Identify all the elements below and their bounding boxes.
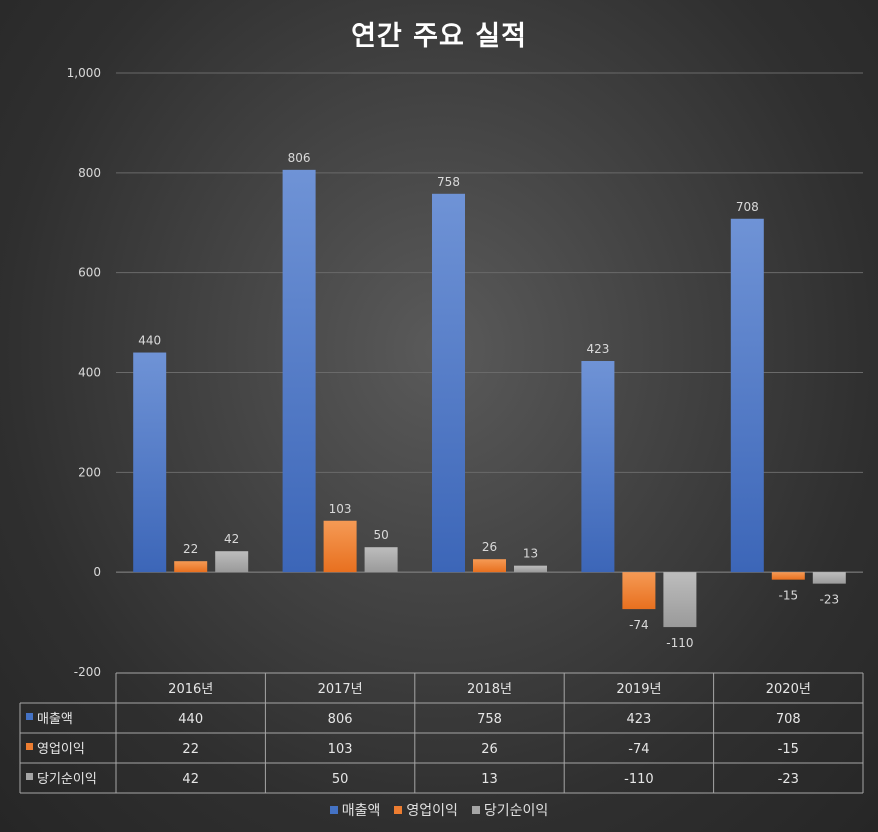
y-tick-label: 1,000: [67, 66, 101, 80]
data-label: -15: [778, 589, 798, 603]
data-label: 758: [437, 175, 460, 189]
table-series-name: 매출액: [37, 712, 73, 727]
y-tick-label: 800: [78, 166, 101, 180]
y-tick-label: 0: [93, 565, 101, 579]
chart-title: 연간 주요 실적: [351, 21, 527, 52]
bar-영업이익-2018년: [473, 559, 506, 573]
legend-swatch: [471, 806, 480, 814]
table-cell: 806: [328, 712, 353, 727]
y-tick-label: -200: [74, 665, 101, 679]
bar-당기순이익-2018년: [514, 565, 547, 573]
table-cell: 50: [332, 772, 349, 787]
bar-매출액-2018년: [432, 193, 465, 573]
bar-당기순이익-2016년: [215, 551, 249, 573]
bar-매출액-2017년: [282, 169, 316, 573]
bar-영업이익-2019년: [622, 572, 656, 610]
bar-영업이익-2020년: [771, 572, 805, 580]
data-label: -110: [666, 636, 693, 650]
table-series-name: 영업이익: [37, 742, 85, 757]
table-cell: 423: [626, 712, 651, 727]
data-label: 806: [288, 151, 311, 165]
table-cell: -15: [778, 742, 799, 757]
table-cell: 103: [328, 742, 353, 757]
bar-당기순이익-2019년: [663, 572, 697, 628]
data-label: -23: [819, 593, 839, 607]
data-label: 13: [523, 547, 538, 561]
table-cell: 26: [481, 742, 498, 757]
table-series-name: 당기순이익: [37, 772, 97, 787]
data-label: 103: [329, 502, 352, 516]
x-category-label: 2017년: [318, 682, 363, 697]
legend-label: 당기순이익: [483, 803, 549, 819]
y-tick-label: 200: [78, 465, 101, 479]
bar-매출액-2016년: [133, 352, 167, 573]
bar-당기순이익-2020년: [812, 572, 846, 584]
y-tick-label: 600: [78, 266, 101, 280]
table-cell: 13: [481, 772, 498, 787]
legend-swatch: [329, 806, 338, 814]
table-cell: -110: [624, 772, 654, 787]
bar-영업이익-2017년: [323, 520, 357, 573]
data-label: -74: [629, 618, 649, 632]
bar-매출액-2020년: [730, 218, 764, 573]
legend-label: 매출액: [341, 803, 381, 819]
legend: 매출액 영업이익 당기순이익: [0, 800, 878, 820]
data-label: 22: [183, 542, 198, 556]
legend-item: 당기순이익: [471, 800, 549, 820]
x-category-label: 2019년: [616, 682, 661, 697]
bar-영업이익-2016년: [174, 561, 208, 573]
legend-label: 영업이익: [406, 803, 458, 819]
x-category-label: 2016년: [168, 682, 213, 697]
data-label: 50: [373, 528, 388, 542]
table-cell: 22: [182, 742, 199, 757]
legend-swatch: [394, 806, 403, 814]
x-category-label: 2020년: [766, 682, 811, 697]
table-cell: 440: [178, 712, 203, 727]
bar-매출액-2019년: [581, 361, 615, 573]
data-label: 423: [586, 342, 609, 356]
data-label: 440: [138, 334, 161, 348]
data-label: 42: [224, 532, 239, 546]
table-cell: 42: [182, 772, 199, 787]
table-cell: -23: [778, 772, 799, 787]
legend-item: 영업이익: [394, 800, 458, 820]
table-cell: 708: [776, 712, 801, 727]
table-legend-key: [26, 713, 33, 720]
y-tick-label: 400: [78, 366, 101, 380]
table-legend-key: [26, 773, 33, 780]
table-cell: -74: [628, 742, 649, 757]
table-cell: 758: [477, 712, 502, 727]
data-label: 708: [736, 200, 759, 214]
legend-item: 매출액: [329, 800, 381, 820]
table-legend-key: [26, 743, 33, 750]
bar-당기순이익-2017년: [364, 547, 398, 573]
x-category-label: 2018년: [467, 682, 512, 697]
data-label: 26: [482, 540, 497, 554]
